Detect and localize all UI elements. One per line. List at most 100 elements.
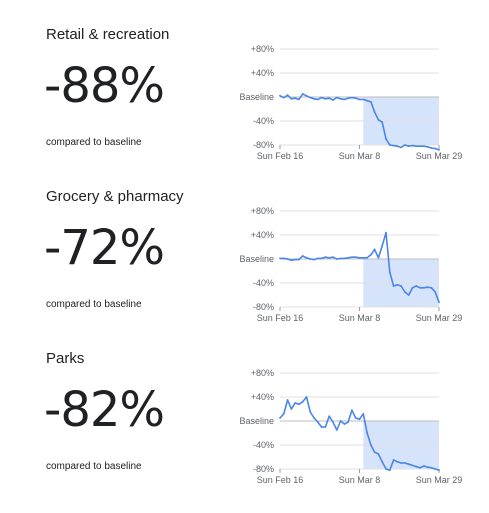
data-point (328, 256, 331, 259)
data-point (279, 257, 281, 260)
percent-change-value: -82% (44, 382, 165, 438)
panel-title: Grocery & pharmacy (46, 188, 184, 205)
data-point (335, 96, 338, 99)
data-point (332, 256, 334, 259)
data-point (351, 256, 353, 259)
data-point (426, 145, 429, 148)
data-point (339, 257, 342, 260)
data-point (286, 399, 289, 401)
data-point (294, 402, 297, 404)
data-point (385, 231, 387, 234)
data-point (309, 258, 312, 260)
data-point (411, 464, 414, 467)
data-point (373, 248, 376, 251)
data-point (328, 97, 331, 100)
data-point (332, 99, 334, 101)
data-point (392, 144, 395, 147)
data-point (347, 256, 350, 259)
data-point (404, 291, 406, 293)
data-point (373, 451, 376, 454)
retail-recreation-line-chart: +80% +40% Baseline -40% -80%Sun Feb 16 Sun Ma… (239, 44, 463, 161)
data-point (407, 145, 410, 148)
data-point (411, 144, 414, 147)
data-point (305, 256, 308, 259)
data-point (301, 255, 304, 257)
data-point (282, 412, 285, 415)
data-point (354, 256, 357, 259)
data-point (415, 285, 418, 287)
data-point (415, 465, 418, 468)
data-point (392, 459, 395, 461)
data-point (407, 294, 410, 296)
x-tick-label: Sun Mar 8 (339, 151, 381, 161)
data-point (282, 96, 285, 99)
y-tick-label: Baseline (239, 416, 274, 426)
data-point (362, 98, 365, 101)
data-point (366, 432, 368, 434)
data-point (430, 147, 433, 149)
data-point (298, 258, 300, 261)
data-point (400, 146, 403, 149)
data-point (438, 301, 440, 304)
data-point (422, 286, 425, 289)
data-point (316, 98, 319, 101)
data-point (362, 256, 365, 259)
x-tick-label: Sun Mar 29 (416, 151, 463, 161)
data-point (313, 97, 315, 100)
data-point (335, 258, 338, 260)
panel-title: Retail & recreation (46, 26, 170, 43)
data-point (354, 417, 357, 419)
data-point (286, 94, 289, 97)
data-point (298, 98, 300, 101)
data-point (343, 98, 346, 101)
data-point (301, 93, 304, 95)
data-point (309, 411, 312, 413)
data-point (369, 253, 372, 256)
data-point (373, 111, 376, 113)
data-point (426, 466, 429, 469)
data-point (313, 258, 315, 261)
y-tick-label: +80% (251, 206, 274, 216)
data-point (298, 403, 300, 406)
data-point (388, 469, 391, 472)
y-tick-label: +80% (251, 44, 274, 54)
data-point (354, 97, 357, 100)
data-point (385, 138, 387, 140)
baseline-caption: compared to baseline (46, 137, 142, 148)
x-tick-label: Sun Feb 16 (257, 151, 304, 161)
data-point (351, 96, 353, 99)
data-point (426, 286, 429, 289)
data-point (415, 145, 418, 148)
x-tick-label: Sun Feb 16 (257, 475, 304, 485)
data-point (377, 256, 380, 259)
data-point (343, 257, 346, 260)
data-point (339, 420, 342, 422)
data-point (301, 400, 304, 403)
y-tick-label: -40% (253, 116, 274, 126)
data-point (388, 271, 391, 274)
percent-change-value: -72% (44, 220, 165, 276)
panel-grocery-pharmacy: Grocery & pharmacy -72% compared to base… (0, 188, 489, 350)
data-point (400, 462, 403, 464)
y-tick-label: -80% (253, 464, 274, 474)
data-point (407, 463, 410, 466)
data-point (324, 256, 327, 259)
data-point (324, 97, 327, 100)
data-point (305, 396, 308, 398)
data-point (396, 283, 399, 286)
data-point (324, 426, 327, 428)
data-point (309, 96, 312, 99)
data-point (404, 462, 406, 464)
x-tick-label: Sun Mar 8 (339, 313, 381, 323)
data-point (294, 97, 297, 100)
data-point (419, 286, 421, 289)
y-tick-label: -80% (253, 302, 274, 312)
data-point (422, 465, 425, 467)
x-tick-label: Sun Mar 29 (416, 475, 463, 485)
data-point (320, 426, 323, 428)
data-point (419, 466, 421, 469)
data-point (290, 97, 293, 100)
data-point (381, 460, 384, 463)
data-point (396, 145, 399, 148)
y-tick-label: -40% (253, 278, 274, 288)
